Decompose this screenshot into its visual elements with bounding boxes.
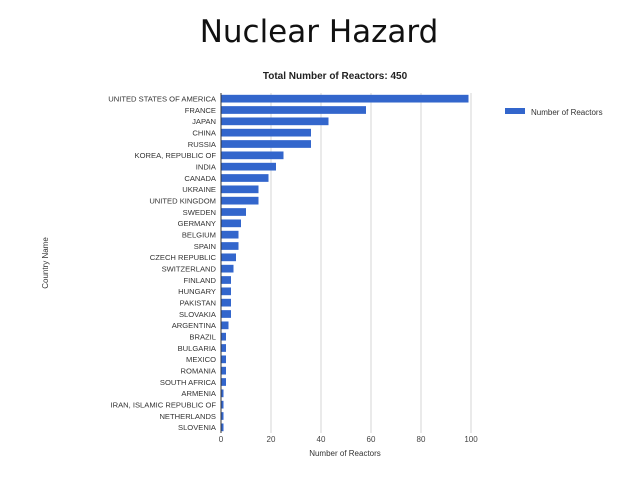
category-label: ARMENIA	[181, 389, 217, 398]
bar	[221, 253, 236, 262]
y-axis-label: Country Name	[41, 237, 50, 289]
x-axis-label: Number of Reactors	[309, 449, 381, 458]
bar	[221, 344, 226, 352]
bar	[221, 378, 226, 386]
category-label: IRAN, ISLAMIC REPUBLIC OF	[111, 400, 217, 409]
bar	[221, 106, 366, 114]
bar	[221, 389, 224, 398]
category-label: FRANCE	[185, 106, 216, 115]
bar	[221, 208, 246, 216]
category-label: FINLAND	[184, 276, 217, 285]
bar	[221, 242, 239, 250]
bar	[221, 412, 224, 420]
bar	[221, 423, 224, 432]
category-label: SOUTH AFRICA	[160, 378, 217, 387]
category-label: BULGARIA	[178, 344, 217, 353]
category-label: INDIA	[196, 162, 217, 171]
bar	[221, 151, 284, 160]
category-label: UNITED KINGDOM	[149, 196, 216, 205]
bar	[221, 400, 224, 409]
bar	[221, 219, 241, 228]
bar	[221, 332, 226, 341]
category-label: SLOVAKIA	[179, 310, 217, 319]
legend-swatch	[505, 108, 525, 114]
bars	[221, 94, 469, 432]
category-label: JAPAN	[192, 117, 216, 126]
bar	[221, 276, 231, 284]
category-label: GERMANY	[178, 219, 216, 228]
legend: Number of Reactors	[505, 108, 603, 117]
bar	[221, 185, 259, 194]
category-label: RUSSIA	[188, 140, 217, 149]
category-label: PAKISTAN	[180, 298, 216, 307]
bar	[221, 140, 311, 148]
x-tick-labels: 0 20 40 60 80 100	[219, 435, 478, 444]
slide-title: Nuclear Hazard	[199, 14, 439, 50]
bar	[221, 128, 311, 137]
category-label: BRAZIL	[189, 332, 216, 341]
bar	[221, 298, 231, 307]
category-label: UNITED STATES OF AMERICA	[108, 94, 217, 103]
legend-label: Number of Reactors	[531, 108, 603, 117]
chart-title: Total Number of Reactors: 450	[263, 71, 408, 82]
x-tick-label: 20	[267, 435, 276, 444]
bar	[221, 117, 329, 126]
x-tick-label: 80	[417, 435, 426, 444]
category-label: NETHERLANDS	[159, 412, 216, 421]
category-label: ROMANIA	[181, 366, 217, 375]
category-label: SLOVENIA	[178, 423, 217, 432]
category-label: MEXICO	[186, 355, 216, 364]
category-label: ARGENTINA	[172, 321, 217, 330]
category-label: CANADA	[184, 174, 217, 183]
bar	[221, 94, 469, 103]
bar	[221, 355, 226, 364]
bar	[221, 196, 259, 205]
category-labels: UNITED STATES OF AMERICA FRANCE JAPAN CHINA…	[108, 94, 217, 432]
bar	[221, 174, 269, 182]
x-tick-label: 100	[464, 435, 478, 444]
x-tick-label: 60	[367, 435, 376, 444]
bar	[221, 264, 234, 273]
bar	[221, 310, 231, 318]
x-tick-label: 0	[219, 435, 224, 444]
category-label: UKRAINE	[182, 185, 216, 194]
gridlines	[270, 93, 472, 433]
bar	[221, 162, 276, 171]
category-label: KOREA, REPUBLIC OF	[135, 151, 217, 160]
bar	[221, 287, 231, 296]
category-label: SWEDEN	[183, 208, 216, 217]
bar	[221, 366, 226, 375]
category-label: CZECH REPUBLIC	[150, 253, 217, 262]
category-label: SPAIN	[194, 242, 216, 251]
category-label: CHINA	[192, 128, 217, 137]
bar	[221, 230, 239, 239]
category-label: HUNGARY	[178, 287, 216, 296]
bar	[221, 321, 229, 330]
x-tick-label: 40	[317, 435, 326, 444]
category-label: BELGIUM	[182, 230, 216, 239]
category-label: SWITZERLAND	[162, 264, 217, 273]
